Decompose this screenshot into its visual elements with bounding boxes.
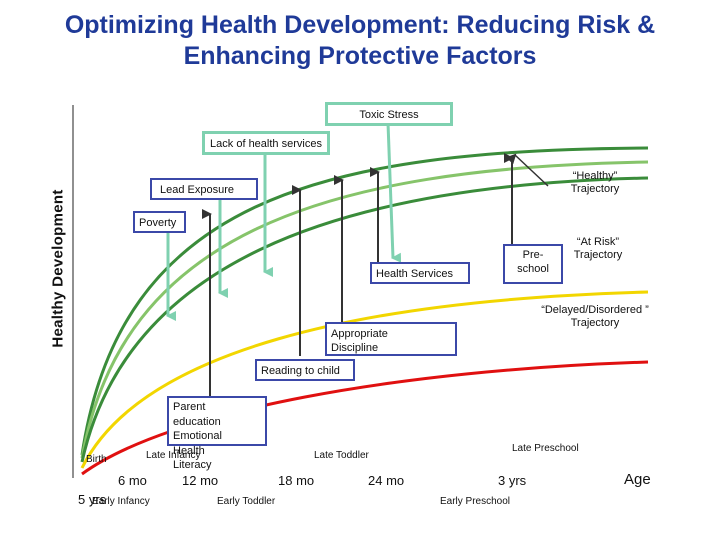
parent-education-box: Parent education Emotional Health Litera… — [167, 396, 267, 471]
preschool-label-1: Pre- — [522, 249, 544, 261]
tick-18-mo: 18 mo — [278, 473, 315, 488]
tick-6-mo: 6 mo — [118, 473, 147, 488]
late-infancy-label: Late Infancy — [146, 450, 201, 461]
lack-health-services-box: Lack of health services — [202, 131, 330, 155]
early-infancy-label: Early Infancy — [92, 496, 150, 507]
curve-red — [81, 360, 649, 476]
curve-dark-green-bottom — [80, 176, 649, 463]
x-axis-label: Age — [624, 471, 651, 488]
lead-exposure-box: Lead Exposure — [150, 178, 258, 200]
discipline-label-2: Discipline — [331, 342, 379, 354]
preschool-label-2: school — [517, 263, 549, 275]
toxic-stress-arrow — [386, 122, 402, 263]
discipline-label-1: Appropriate — [331, 328, 388, 340]
curve-light-green — [80, 160, 649, 459]
birth-label: Birth — [86, 454, 107, 465]
health-services-box: Health Services — [370, 262, 470, 284]
reading-to-child-box: Reading to child — [255, 359, 355, 381]
tick-12-mo: 12 mo — [182, 473, 219, 488]
early-toddler-label: Early Toddler — [217, 496, 276, 507]
toxic-stress-box: Toxic Stress — [325, 102, 453, 126]
early-preschool-label: Early Preschool — [440, 496, 511, 507]
late-preschool-label: Late Preschool — [512, 443, 579, 454]
healthy-trajectory-label: “Healthy” Trajectory — [570, 170, 620, 195]
tick-24-mo: 24 mo — [368, 473, 405, 488]
curve-dark-green-top — [80, 146, 649, 456]
late-toddler-label: Late Toddler — [314, 450, 369, 461]
poverty-box: Poverty — [133, 211, 186, 233]
appropriate-discipline-box: Appropriate Discipline — [325, 322, 457, 356]
title-line-1: Optimizing Health Development: Reducing … — [64, 11, 656, 39]
tick-5-yrs: 5 yrs — [78, 492, 107, 507]
preschool-box: Pre- school — [503, 244, 563, 284]
y-axis-label: Healthy Development — [49, 189, 67, 348]
at-risk-trajectory-label: “At Risk” Trajectory — [573, 236, 623, 261]
tick-3-yrs: 3 yrs — [498, 473, 527, 488]
page-title: Optimizing Health Development: Reducing … — [0, 10, 720, 72]
healthy-trajectory-arrow — [505, 153, 549, 187]
title-line-2: Enhancing Protective Factors — [183, 42, 537, 70]
curve-yellow — [80, 290, 649, 469]
delayed-trajectory-label: “Delayed/Disordered ” Trajectory — [541, 304, 649, 329]
